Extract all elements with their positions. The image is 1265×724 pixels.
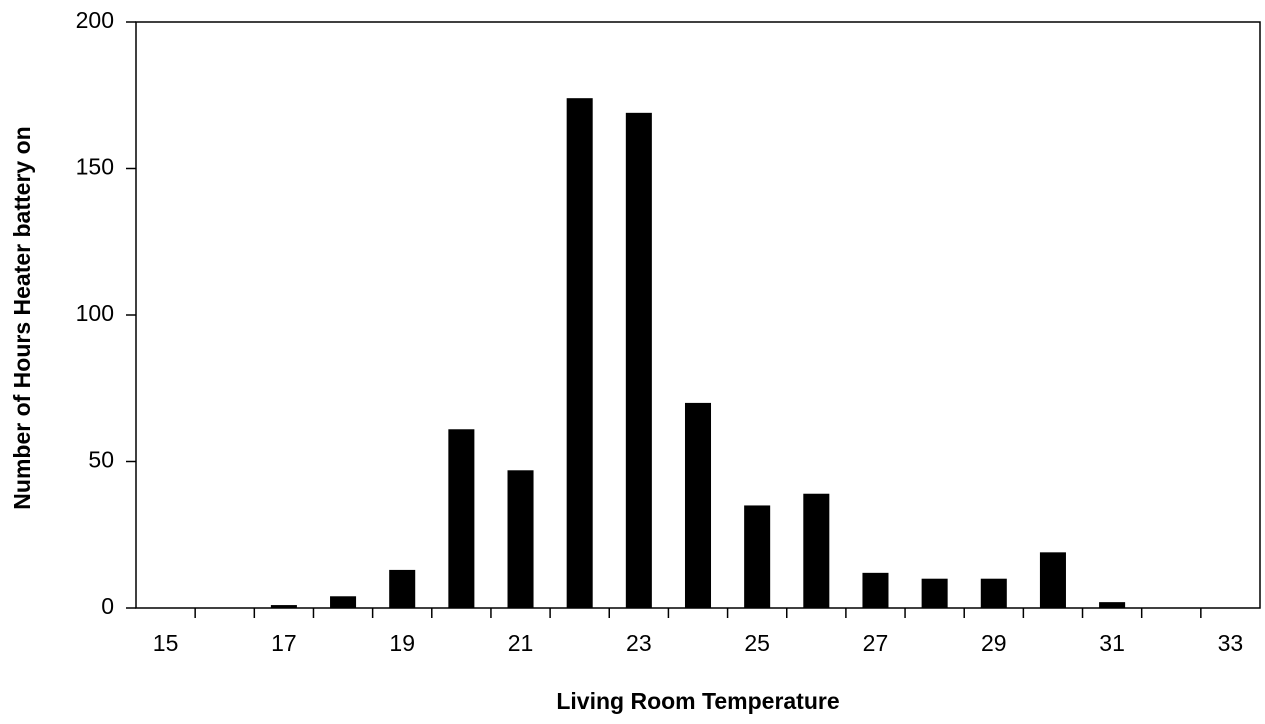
x-tick-label: 17 bbox=[271, 630, 297, 656]
y-axis-title: Number of Hours Heater battery on bbox=[9, 126, 35, 509]
x-axis-title: Living Room Temperature bbox=[556, 688, 839, 714]
bar bbox=[744, 505, 771, 608]
bar bbox=[921, 578, 948, 608]
bar bbox=[684, 402, 712, 608]
x-tick-label: 23 bbox=[626, 630, 652, 656]
bar bbox=[507, 470, 534, 608]
bar bbox=[803, 493, 830, 608]
y-tick-label: 150 bbox=[76, 154, 114, 180]
x-tick-label: 33 bbox=[1218, 630, 1244, 656]
x-tick-label: 25 bbox=[744, 630, 770, 656]
x-tick-label: 21 bbox=[508, 630, 534, 656]
y-tick-label: 50 bbox=[88, 447, 114, 473]
bar bbox=[980, 578, 1007, 608]
y-tick-label: 0 bbox=[101, 593, 114, 619]
x-tick-label: 29 bbox=[981, 630, 1007, 656]
x-tick-label: 31 bbox=[1099, 630, 1125, 656]
bar bbox=[330, 596, 357, 608]
bar bbox=[566, 98, 593, 609]
bar bbox=[389, 569, 416, 608]
bar bbox=[625, 112, 652, 608]
y-tick-label: 200 bbox=[76, 7, 114, 33]
y-tick-label: 100 bbox=[76, 300, 114, 326]
x-tick-label: 27 bbox=[863, 630, 889, 656]
x-tick-label: 19 bbox=[389, 630, 415, 656]
bar bbox=[862, 572, 889, 608]
bar bbox=[1039, 552, 1066, 608]
bar bbox=[1099, 602, 1126, 608]
bar bbox=[448, 429, 475, 608]
x-tick-label: 15 bbox=[153, 630, 179, 656]
bar bbox=[270, 605, 297, 608]
